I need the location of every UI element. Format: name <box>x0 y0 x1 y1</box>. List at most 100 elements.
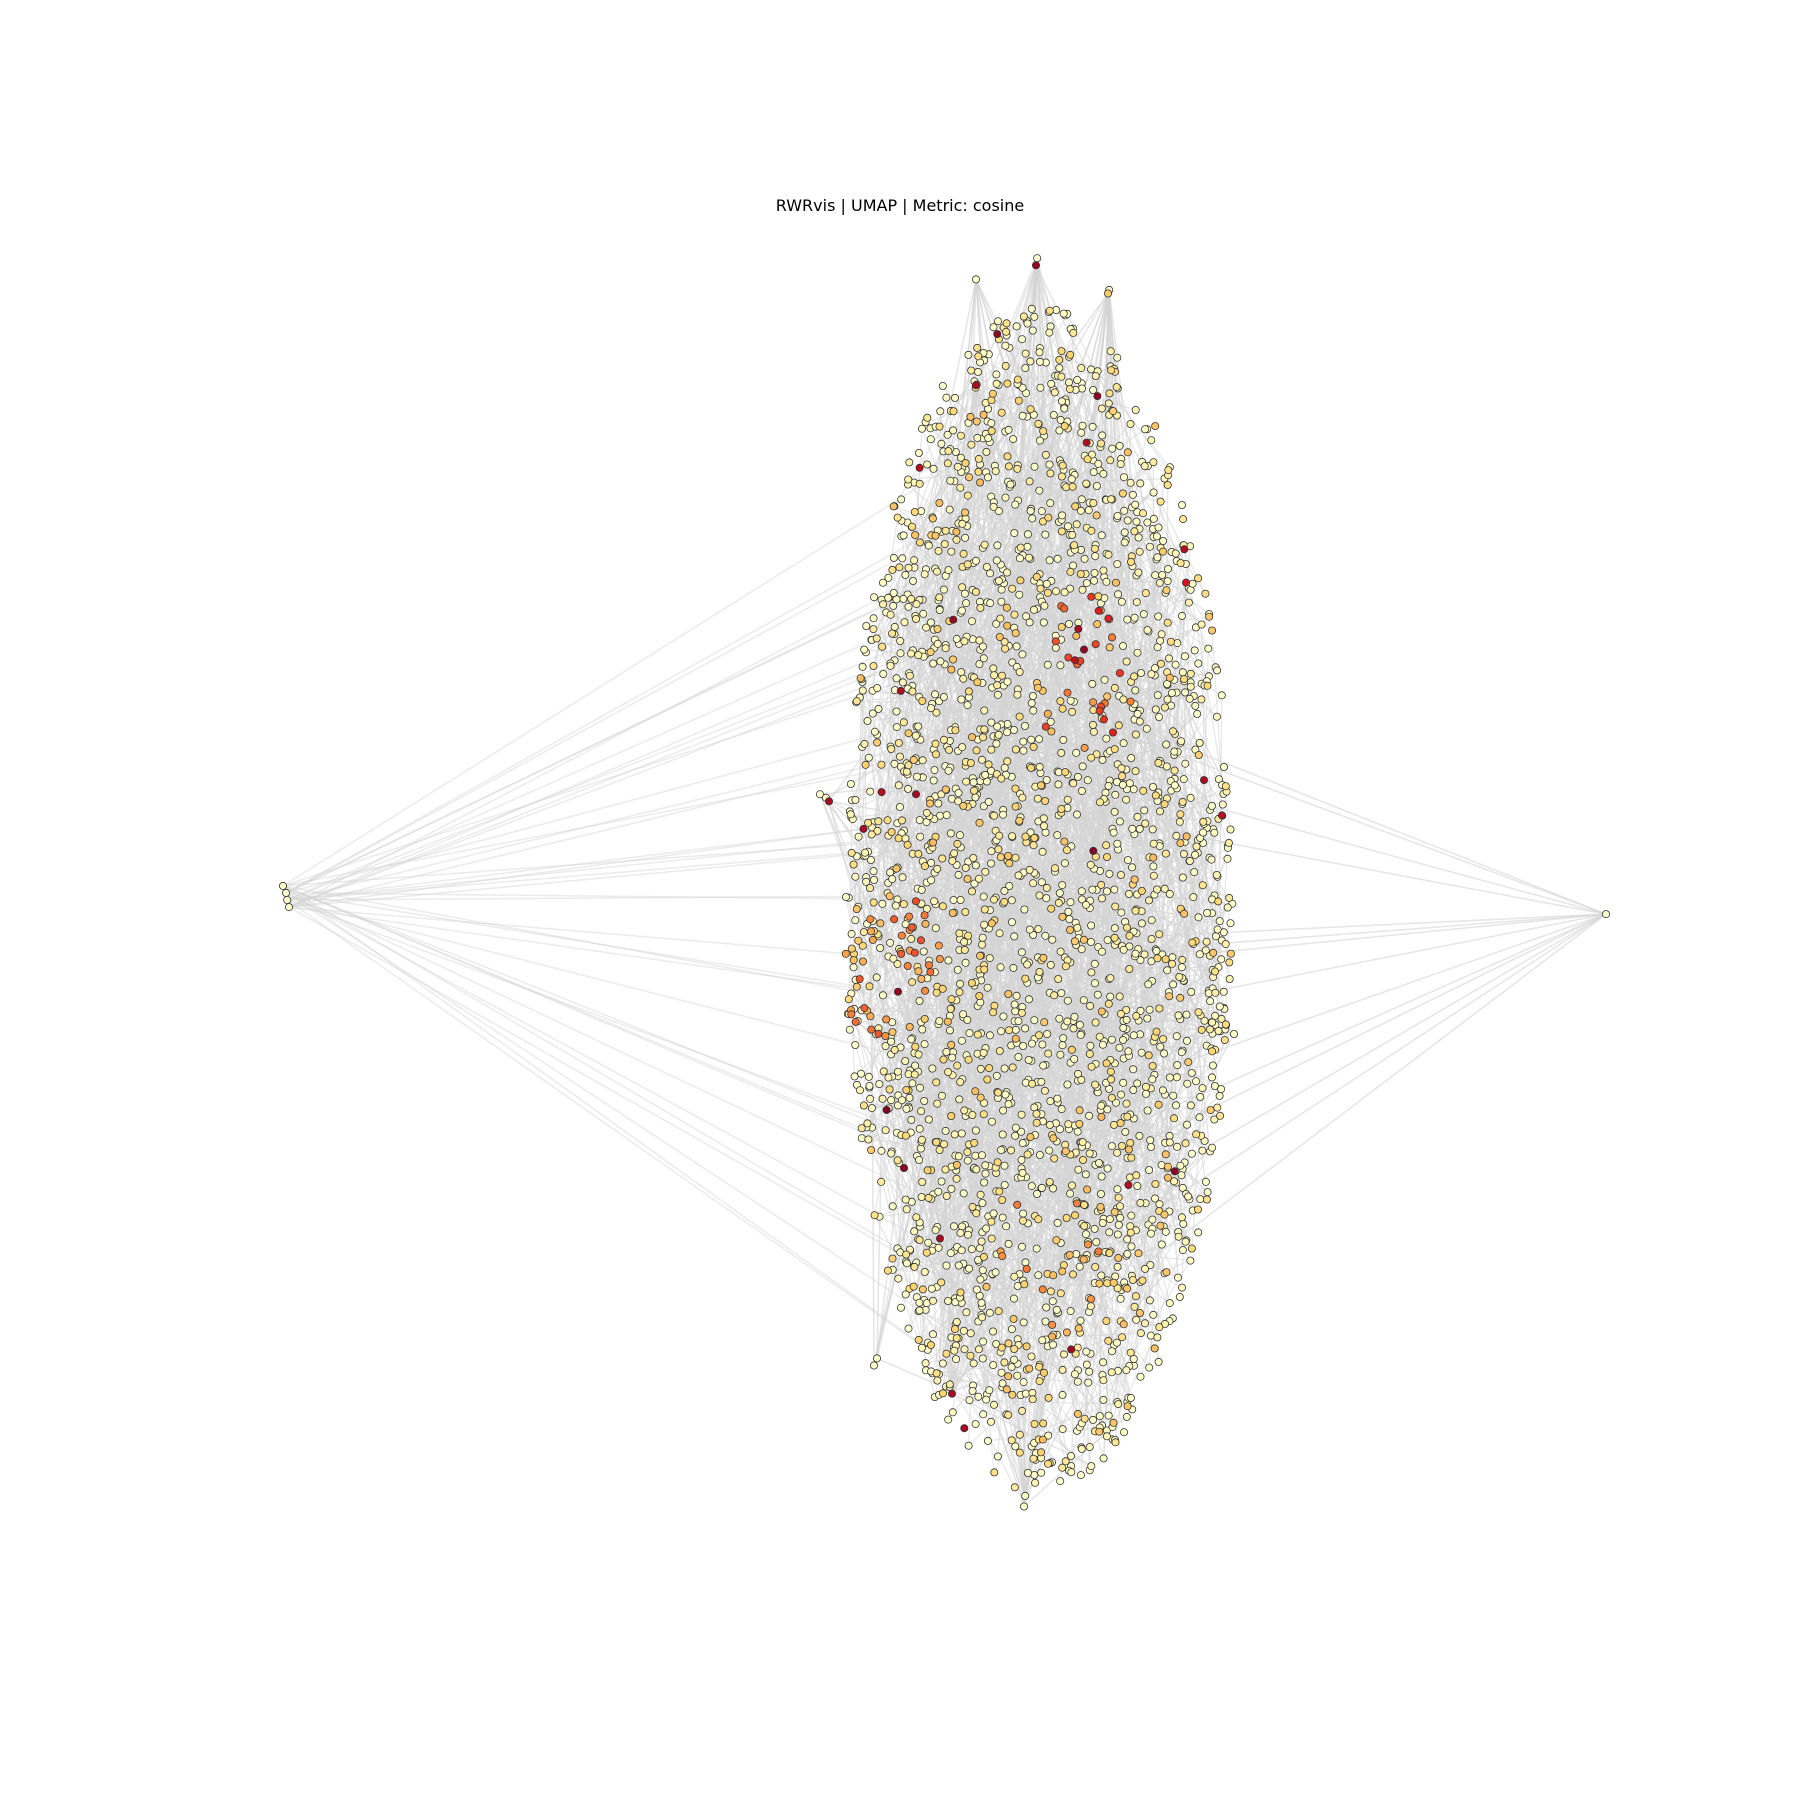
node-point <box>969 854 978 863</box>
node-point <box>958 583 967 592</box>
node-point <box>1148 1075 1157 1084</box>
node-point <box>1058 1365 1067 1374</box>
node-point <box>1119 1023 1128 1032</box>
node-point <box>1087 592 1096 601</box>
node-point <box>1133 648 1142 657</box>
node-point <box>947 547 956 556</box>
node-point <box>962 599 971 608</box>
node-point <box>1118 1333 1127 1342</box>
node-point <box>1127 1153 1136 1162</box>
node-point <box>1065 378 1074 387</box>
node-point <box>887 745 896 754</box>
node-point <box>1044 1393 1053 1402</box>
node-point <box>985 954 994 963</box>
node-point <box>1000 1161 1009 1170</box>
node-point <box>1113 560 1122 569</box>
node-point <box>1066 898 1075 907</box>
node-point <box>1037 507 1046 516</box>
node-point <box>915 1156 924 1165</box>
node-point <box>1161 955 1170 964</box>
node-point <box>1064 1120 1073 1129</box>
node-point <box>1204 989 1213 998</box>
node-point <box>1059 309 1068 318</box>
node-point <box>968 1202 977 1211</box>
node-point <box>888 629 897 638</box>
node-point <box>918 1178 927 1187</box>
node-point <box>1064 653 1073 662</box>
node-point <box>982 447 991 456</box>
node-point <box>1073 1377 1082 1386</box>
node-point <box>982 563 991 572</box>
node-point <box>887 828 896 837</box>
node-point <box>998 1130 1007 1139</box>
node-point <box>1173 639 1182 648</box>
node-point <box>1078 585 1087 594</box>
node-point <box>1149 488 1158 497</box>
node-point <box>1175 972 1184 981</box>
node-point <box>975 818 984 827</box>
node-point <box>1033 254 1042 263</box>
node-point <box>1217 1085 1226 1094</box>
node-point <box>980 540 989 549</box>
node-point <box>932 708 941 717</box>
node-point <box>1196 1195 1205 1204</box>
node-point <box>1095 1159 1104 1168</box>
node-point <box>1205 612 1214 621</box>
node-point <box>1018 1139 1027 1148</box>
node-point <box>1104 614 1113 623</box>
node-point <box>888 875 897 884</box>
node-point <box>930 897 939 906</box>
node-point <box>851 1017 860 1026</box>
node-point <box>1177 1213 1186 1222</box>
node-point <box>1007 918 1016 927</box>
node-point <box>1036 584 1045 593</box>
node-point <box>1106 1067 1115 1076</box>
node-point <box>865 1082 874 1091</box>
node-point <box>1034 419 1043 428</box>
node-point <box>867 1104 876 1113</box>
node-point <box>1112 1338 1121 1347</box>
node-point <box>1117 597 1126 606</box>
node-point <box>971 587 980 596</box>
node-point <box>902 1205 911 1214</box>
node-point <box>963 1015 972 1024</box>
node-point <box>923 460 932 469</box>
node-point <box>1149 839 1158 848</box>
node-point <box>1011 745 1020 754</box>
node-point <box>956 1078 965 1087</box>
node-point <box>1056 661 1065 670</box>
node-point <box>1186 682 1195 691</box>
node-point <box>1018 1406 1027 1415</box>
node-point <box>900 618 909 627</box>
node-point <box>1104 781 1113 790</box>
node-point <box>1057 1105 1066 1114</box>
node-point <box>1003 452 1012 461</box>
node-point <box>1163 577 1172 586</box>
node-point <box>1027 1182 1036 1191</box>
node-point <box>895 752 904 761</box>
node-point <box>1051 643 1060 652</box>
node-point <box>961 533 970 542</box>
node-point <box>1180 652 1189 661</box>
node-point <box>1038 1040 1047 1049</box>
node-point <box>1085 1111 1094 1120</box>
node-point <box>1088 422 1097 431</box>
node-point <box>1011 629 1020 638</box>
node-point <box>920 911 929 920</box>
node-point <box>1123 615 1132 624</box>
node-point <box>888 565 897 574</box>
node-point <box>1130 613 1139 622</box>
node-point <box>1095 1427 1104 1436</box>
node-point <box>947 995 956 1004</box>
node-point <box>1215 1002 1224 1011</box>
node-point <box>1056 1050 1065 1059</box>
node-point <box>941 785 950 794</box>
node-point <box>935 955 944 964</box>
node-point <box>900 1164 909 1173</box>
node-point <box>988 389 997 398</box>
node-point <box>1115 992 1124 1001</box>
node-point <box>1108 633 1117 642</box>
node-point <box>1163 695 1172 704</box>
node-point <box>956 896 965 905</box>
